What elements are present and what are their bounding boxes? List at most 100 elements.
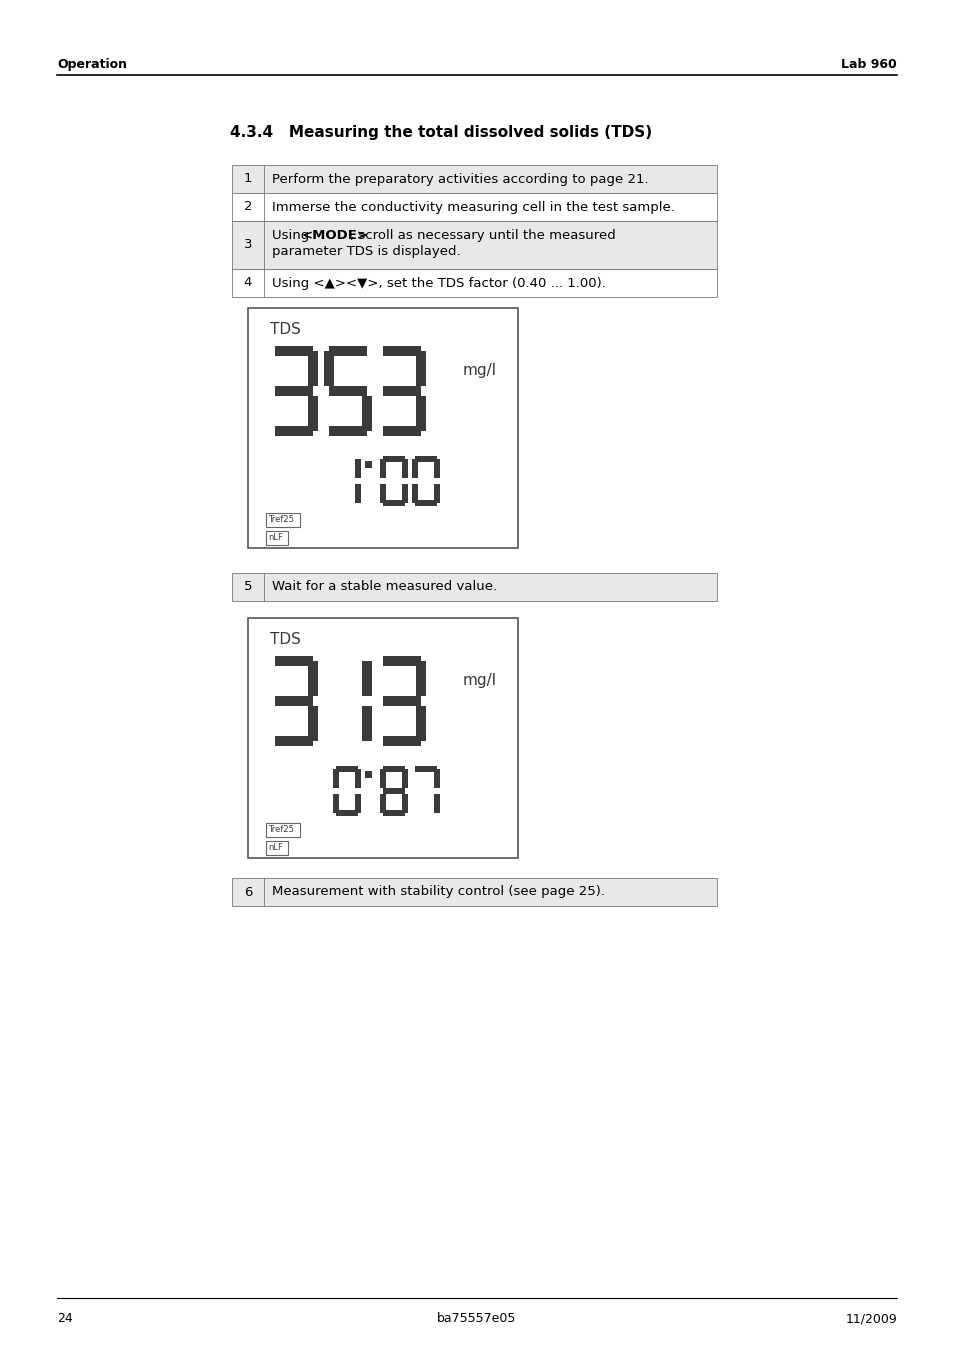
Text: Wait for a stable measured value.: Wait for a stable measured value. (272, 581, 497, 593)
Bar (324, 351, 334, 386)
Bar (308, 661, 317, 696)
Bar (308, 396, 317, 431)
Bar (355, 484, 360, 503)
Bar (355, 794, 360, 813)
Bar (232, 222, 717, 269)
Bar (401, 484, 408, 503)
Text: nLF: nLF (268, 843, 283, 852)
Bar (335, 766, 357, 771)
Text: 5: 5 (244, 581, 252, 593)
Text: Using: Using (272, 230, 314, 242)
Bar (382, 500, 405, 507)
Bar (266, 513, 299, 527)
Text: ba75557e05: ba75557e05 (436, 1312, 517, 1325)
Text: 24: 24 (57, 1312, 72, 1325)
Text: Tref25: Tref25 (268, 825, 294, 834)
Bar (415, 500, 436, 507)
Bar (361, 661, 372, 696)
Bar (379, 459, 386, 478)
Bar (401, 459, 408, 478)
Bar (329, 386, 367, 396)
Text: Immerse the conductivity measuring cell in the test sample.: Immerse the conductivity measuring cell … (272, 200, 674, 213)
Bar (232, 878, 717, 907)
Text: 1: 1 (244, 173, 252, 185)
Text: mg/l: mg/l (462, 363, 497, 378)
Text: Operation: Operation (57, 58, 127, 72)
Bar (232, 193, 717, 222)
Bar (329, 346, 367, 357)
Bar (412, 484, 417, 503)
Text: 11/2009: 11/2009 (844, 1312, 896, 1325)
Text: Tref25: Tref25 (268, 515, 294, 524)
Bar (382, 386, 420, 396)
Bar (382, 788, 405, 794)
Text: 2: 2 (244, 200, 252, 213)
Text: Lab 960: Lab 960 (841, 58, 896, 72)
Bar (333, 794, 338, 813)
Bar (434, 769, 439, 788)
Bar (382, 696, 420, 707)
Text: nLF: nLF (268, 534, 283, 542)
Bar (361, 396, 372, 431)
Bar (248, 617, 517, 858)
Bar (266, 531, 288, 544)
Text: Perform the preparatory activities according to page 21.: Perform the preparatory activities accor… (272, 173, 648, 185)
Bar (333, 769, 338, 788)
Text: TDS: TDS (270, 632, 300, 647)
Bar (434, 484, 439, 503)
Text: 4.3.4   Measuring the total dissolved solids (TDS): 4.3.4 Measuring the total dissolved soli… (230, 126, 652, 141)
Bar (401, 769, 408, 788)
Text: mg/l: mg/l (462, 673, 497, 688)
Text: <MODE>: <MODE> (302, 230, 369, 242)
Bar (232, 573, 717, 601)
Bar (382, 426, 420, 436)
Bar (382, 736, 420, 746)
Bar (274, 386, 313, 396)
Bar (308, 707, 317, 740)
Text: 6: 6 (244, 885, 252, 898)
Bar (274, 736, 313, 746)
Bar (416, 351, 426, 386)
Text: , scroll as necessary until the measured: , scroll as necessary until the measured (350, 230, 615, 242)
Bar (382, 766, 405, 771)
Bar (308, 351, 317, 386)
Bar (361, 707, 372, 740)
Bar (379, 484, 386, 503)
Bar (382, 346, 420, 357)
Bar (415, 766, 436, 771)
Bar (335, 811, 357, 816)
Text: 4: 4 (244, 277, 252, 289)
Bar (401, 794, 408, 813)
Bar (416, 661, 426, 696)
Bar (274, 426, 313, 436)
Bar (412, 459, 417, 478)
Text: parameter TDS is displayed.: parameter TDS is displayed. (272, 245, 460, 258)
Bar (434, 794, 439, 813)
Bar (274, 657, 313, 666)
Bar (274, 346, 313, 357)
Text: Measurement with stability control (see page 25).: Measurement with stability control (see … (272, 885, 604, 898)
Bar (415, 457, 436, 462)
Bar (382, 657, 420, 666)
Bar (382, 811, 405, 816)
Bar (416, 396, 426, 431)
Bar (365, 771, 372, 778)
Text: TDS: TDS (270, 322, 300, 336)
Bar (382, 457, 405, 462)
Bar (329, 426, 367, 436)
Bar (266, 842, 288, 855)
Bar (416, 707, 426, 740)
Bar (379, 769, 386, 788)
Bar (434, 459, 439, 478)
Text: 3: 3 (244, 239, 252, 251)
Bar (248, 308, 517, 549)
Bar (379, 794, 386, 813)
Bar (266, 823, 299, 838)
Text: Using <▲><▼>, set the TDS factor (0.40 ... 1.00).: Using <▲><▼>, set the TDS factor (0.40 .… (272, 277, 605, 289)
Bar (232, 165, 717, 193)
Bar (232, 269, 717, 297)
Bar (365, 461, 372, 467)
Bar (355, 459, 360, 478)
Bar (274, 696, 313, 707)
Bar (355, 769, 360, 788)
